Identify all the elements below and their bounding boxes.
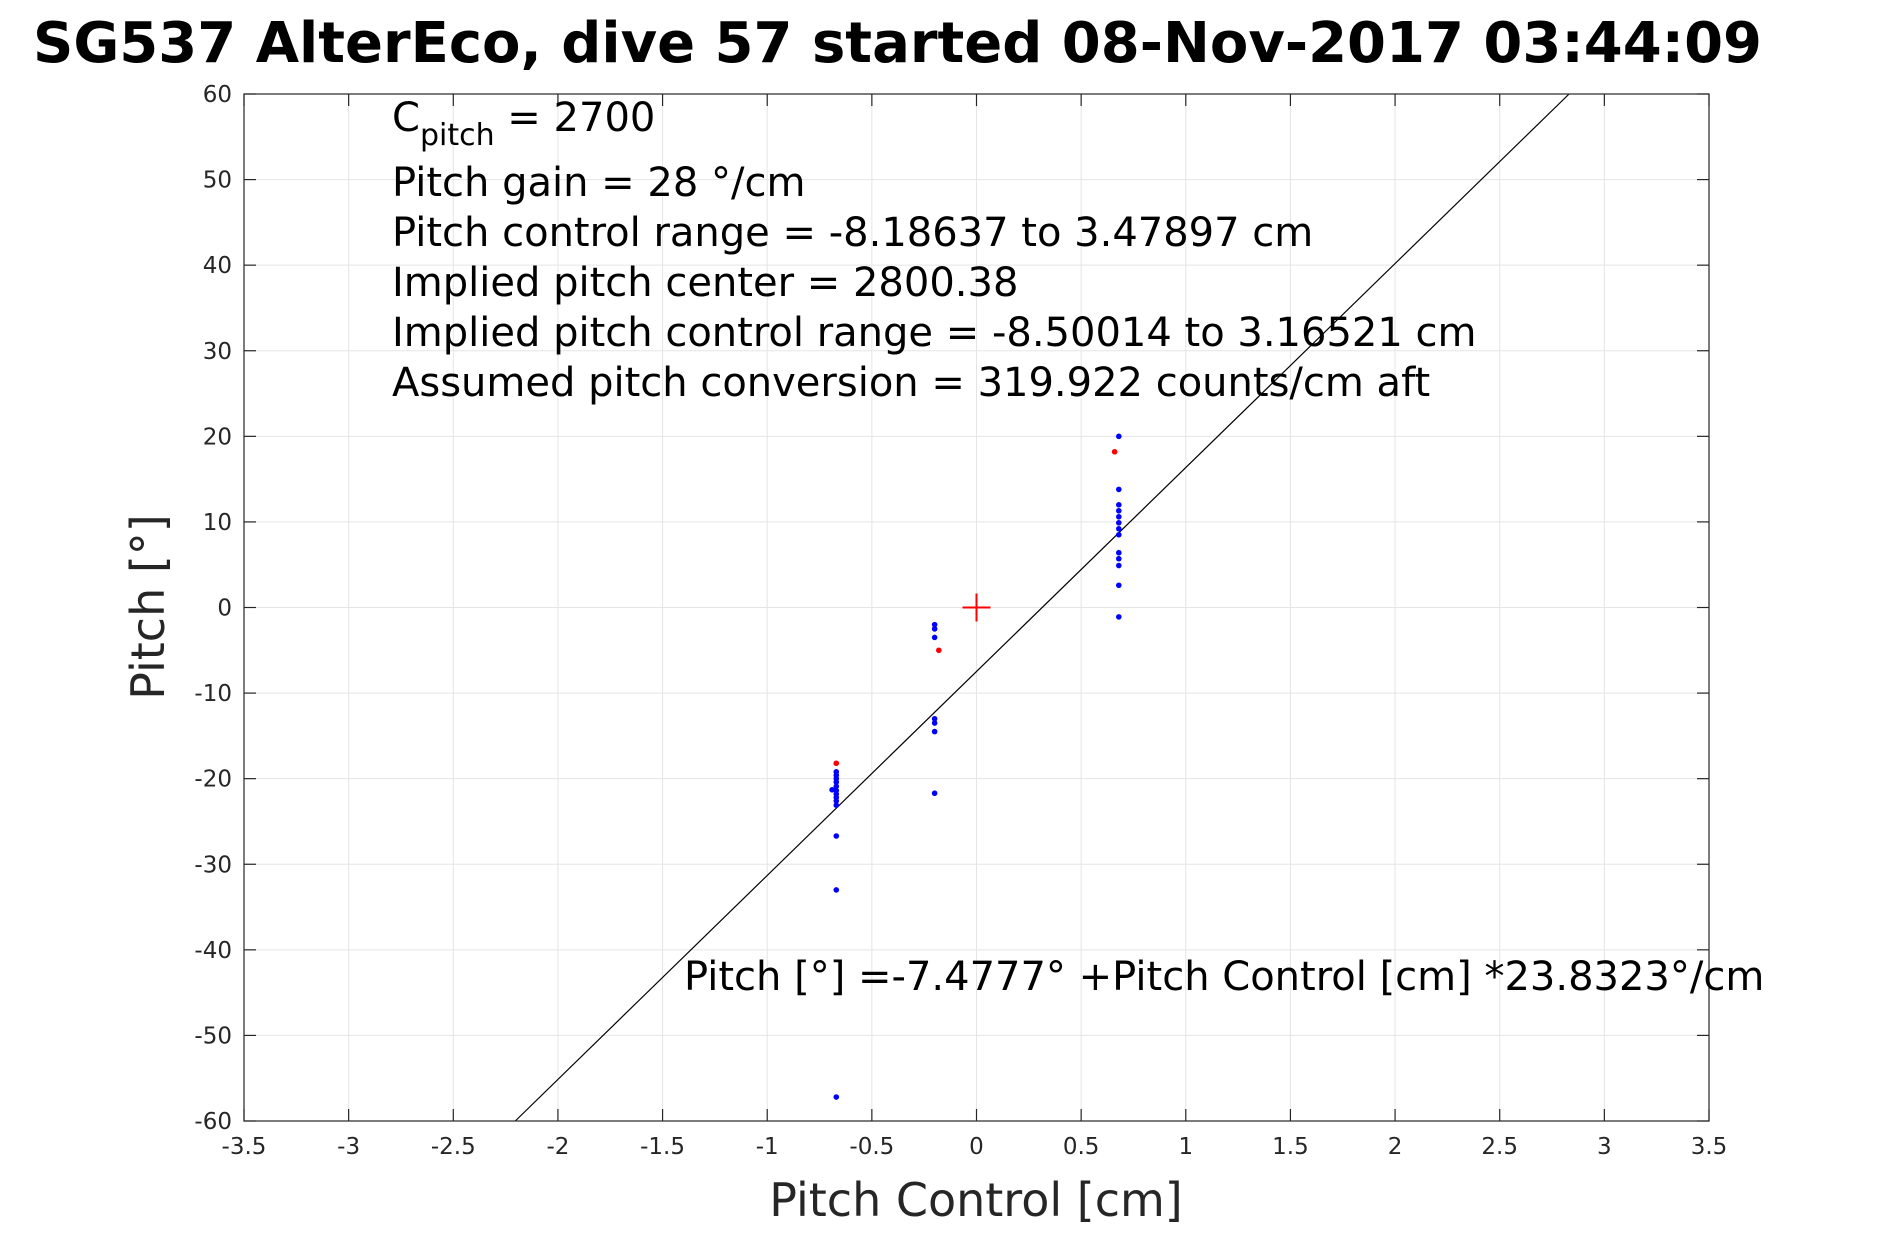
y-tick-label: -20 xyxy=(194,767,232,793)
y-tick-label: 10 xyxy=(203,510,232,536)
center-marker-layer xyxy=(962,593,991,622)
chart-title: SG537 AlterEco, dive 57 started 08-Nov-2… xyxy=(33,11,1762,76)
data-point xyxy=(1116,513,1122,520)
pitch-control-range-annotation: Pitch control range = -8.18637 to 3.4789… xyxy=(392,210,1313,256)
data-point xyxy=(1116,519,1122,526)
data-point xyxy=(833,833,840,839)
data-point xyxy=(1116,531,1122,538)
data-point xyxy=(931,790,938,797)
y-tick-label: -60 xyxy=(194,1109,232,1135)
x-tick-label: -3.5 xyxy=(222,1134,267,1160)
data-point xyxy=(1116,433,1122,440)
data-point xyxy=(1116,502,1122,508)
data-point xyxy=(931,621,938,628)
x-tick-label: -1 xyxy=(756,1134,779,1160)
x-tick-label: 0 xyxy=(969,1134,984,1160)
assumed-pitch-conversion-annotation: Assumed pitch conversion = 319.922 count… xyxy=(392,360,1430,406)
implied-pitch-control-range-annotation: Implied pitch control range = -8.50014 t… xyxy=(392,310,1476,356)
x-tick-label: -1.5 xyxy=(640,1134,685,1160)
data-point xyxy=(1116,614,1122,620)
c-pitch-symbol: C xyxy=(392,95,420,141)
x-tick-label: -2 xyxy=(546,1134,569,1160)
data-point xyxy=(1116,549,1122,556)
data-point xyxy=(931,728,938,735)
y-tick-label: -10 xyxy=(194,681,232,707)
data-point xyxy=(833,1094,840,1100)
c-pitch-subscript: pitch xyxy=(420,118,495,153)
excluded-data-point xyxy=(936,647,942,654)
info-annotations: Cpitch = 2700 Pitch gain = 28 °/cm Pitch… xyxy=(392,95,1764,1000)
x-tick-label: 1.5 xyxy=(1272,1134,1309,1160)
y-tick-label: -50 xyxy=(194,1023,232,1049)
y-axis-label: Pitch [°] xyxy=(121,514,175,700)
data-point xyxy=(833,798,840,804)
implied-pitch-center-annotation: Implied pitch center = 2800.38 xyxy=(392,260,1018,306)
data-point xyxy=(833,887,840,893)
x-tick-label: 3 xyxy=(1597,1134,1612,1160)
x-tick-label: 1 xyxy=(1178,1134,1193,1160)
data-point xyxy=(931,720,938,726)
fit-line-layer xyxy=(514,93,1570,1122)
data-point xyxy=(1116,486,1122,493)
y-tick-label: 30 xyxy=(203,339,232,365)
x-tick-label: -3 xyxy=(337,1134,360,1160)
plot-area xyxy=(243,93,1710,1122)
c-pitch-value: = 2700 xyxy=(495,95,656,141)
data-point xyxy=(931,715,938,722)
data-point xyxy=(1116,555,1122,562)
x-axis-tick-labels: -3.5 -3 -2.5 -2 -1.5 -1 -0.5 0 0.5 1 1.5 2 2.5 3 3.5 xyxy=(222,1134,1728,1160)
x-tick-label: 3.5 xyxy=(1691,1134,1728,1160)
data-point xyxy=(829,786,835,793)
data-point xyxy=(1116,525,1122,532)
y-tick-label: 20 xyxy=(203,424,232,450)
y-axis-tick-labels: -60 -50 -40 -30 -20 -10 0 10 20 30 40 50 60 xyxy=(194,82,232,1135)
data-point xyxy=(931,634,938,641)
data-point xyxy=(1116,562,1122,569)
fit-line xyxy=(514,93,1570,1122)
data-points xyxy=(829,433,1122,1100)
x-axis-label: Pitch Control [cm] xyxy=(769,1173,1183,1227)
pitch-gain-annotation: Pitch gain = 28 °/cm xyxy=(392,160,805,206)
data-point xyxy=(1116,507,1122,514)
data-point xyxy=(1116,582,1122,589)
y-tick-label: -30 xyxy=(194,852,232,878)
excluded-data-point xyxy=(1111,448,1118,455)
excluded-data-point xyxy=(833,760,840,767)
data-point xyxy=(931,626,938,632)
x-tick-label: 2.5 xyxy=(1481,1134,1518,1160)
data-point xyxy=(833,802,840,808)
x-tick-label: -0.5 xyxy=(849,1134,894,1160)
y-tick-label: 60 xyxy=(203,82,232,108)
data-point xyxy=(833,783,840,790)
fit-equation-annotation: Pitch [°] =-7.4777° +Pitch Control [cm] … xyxy=(684,954,1764,1000)
y-tick-label: 50 xyxy=(203,168,232,194)
x-tick-label: -2.5 xyxy=(431,1134,476,1160)
x-tick-label: 2 xyxy=(1388,1134,1403,1160)
y-tick-label: 0 xyxy=(217,596,232,622)
data-point xyxy=(833,779,840,785)
x-tick-label: 0.5 xyxy=(1063,1134,1100,1160)
c-pitch-annotation: Cpitch = 2700 xyxy=(392,95,655,153)
axis-ticks xyxy=(243,93,1710,1122)
y-tick-label: -40 xyxy=(194,938,232,964)
y-tick-label: 40 xyxy=(203,253,232,279)
